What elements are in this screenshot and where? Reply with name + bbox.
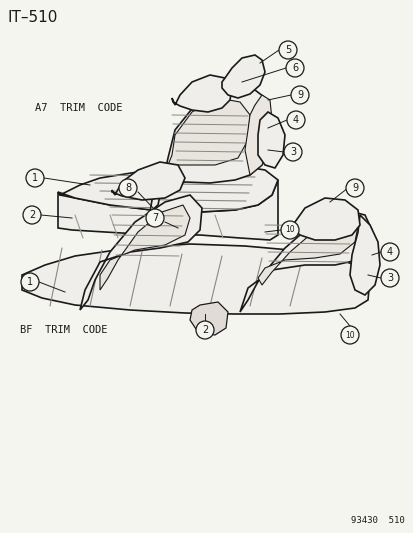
Circle shape: [23, 206, 41, 224]
Text: 8: 8: [125, 183, 131, 193]
Text: 7: 7: [152, 213, 158, 223]
Circle shape: [380, 243, 398, 261]
Polygon shape: [80, 195, 202, 310]
Text: 3: 3: [289, 147, 295, 157]
Text: 2: 2: [29, 210, 35, 220]
Polygon shape: [291, 198, 359, 240]
Text: 3: 3: [386, 273, 392, 283]
Polygon shape: [168, 98, 249, 165]
Circle shape: [195, 321, 214, 339]
Polygon shape: [257, 216, 357, 285]
Text: 6: 6: [291, 63, 297, 73]
Polygon shape: [240, 210, 371, 312]
Circle shape: [146, 209, 164, 227]
Circle shape: [283, 143, 301, 161]
Text: 1: 1: [27, 277, 33, 287]
Text: A7  TRIM  CODE: A7 TRIM CODE: [35, 103, 122, 113]
Circle shape: [278, 41, 296, 59]
Polygon shape: [112, 162, 185, 200]
Circle shape: [290, 86, 308, 104]
Circle shape: [26, 169, 44, 187]
Polygon shape: [100, 205, 190, 290]
Text: IT–510: IT–510: [8, 11, 58, 26]
Circle shape: [119, 179, 137, 197]
Polygon shape: [190, 302, 228, 335]
Circle shape: [280, 221, 298, 239]
Text: 10: 10: [344, 330, 354, 340]
Text: 5: 5: [284, 45, 290, 55]
Polygon shape: [58, 180, 277, 240]
Text: 2: 2: [202, 325, 208, 335]
Circle shape: [286, 111, 304, 129]
Polygon shape: [244, 95, 271, 175]
Circle shape: [21, 273, 39, 291]
Polygon shape: [150, 88, 271, 212]
Circle shape: [380, 269, 398, 287]
Text: 4: 4: [292, 115, 298, 125]
Polygon shape: [349, 215, 379, 295]
Polygon shape: [171, 75, 231, 112]
Text: BF  TRIM  CODE: BF TRIM CODE: [20, 325, 107, 335]
Text: 10: 10: [285, 225, 294, 235]
Text: 93430  510: 93430 510: [350, 516, 404, 525]
Polygon shape: [58, 165, 277, 212]
Polygon shape: [257, 112, 284, 168]
Text: 1: 1: [32, 173, 38, 183]
Text: 9: 9: [296, 90, 302, 100]
Circle shape: [285, 59, 303, 77]
Text: 9: 9: [351, 183, 357, 193]
Circle shape: [340, 326, 358, 344]
Polygon shape: [221, 55, 264, 98]
Text: 4: 4: [386, 247, 392, 257]
Circle shape: [345, 179, 363, 197]
Polygon shape: [22, 244, 369, 314]
